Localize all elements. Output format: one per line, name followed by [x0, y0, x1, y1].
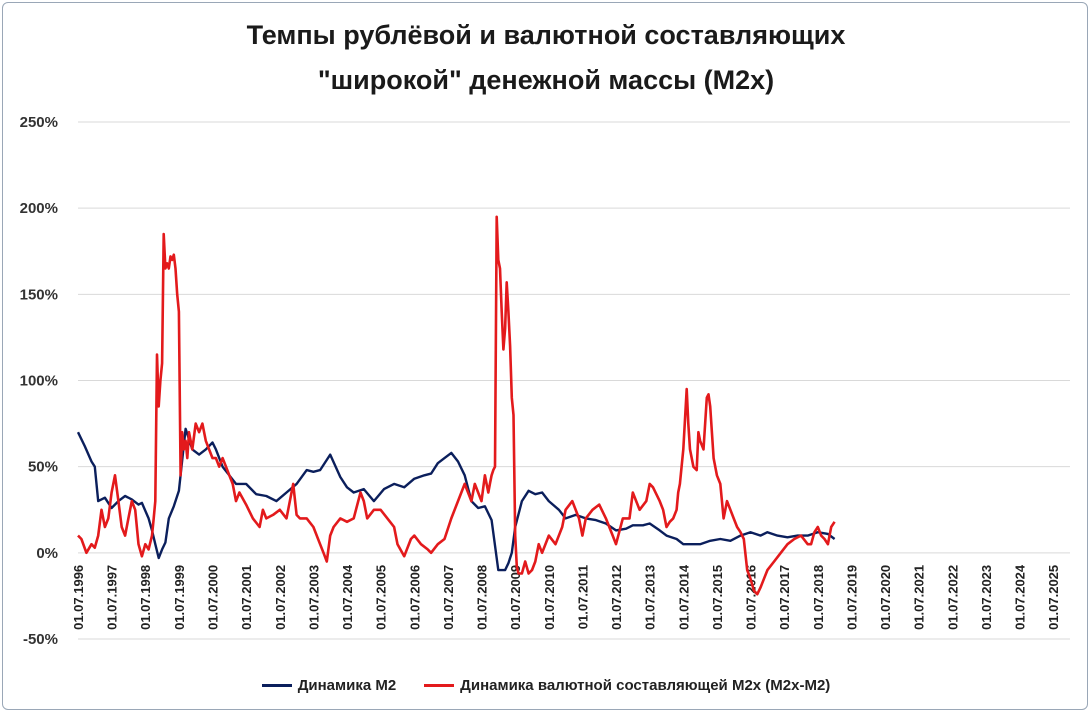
x-tick-label: 01.07.2022: [945, 565, 960, 630]
x-tick-label: 01.07.1999: [172, 565, 187, 630]
y-tick-label: -50%: [23, 631, 58, 648]
legend-swatch-m2: [261, 684, 292, 687]
x-tick-label: 01.07.2019: [844, 565, 859, 630]
x-tick-label: 01.07.2000: [206, 565, 221, 630]
x-tick-label: 01.07.2008: [475, 565, 490, 630]
x-tick-label: 01.07.2003: [306, 565, 321, 630]
chart-subtitle: "широкой" денежной массы (М2х): [317, 65, 775, 95]
x-tick-label: 01.07.2014: [676, 564, 691, 630]
y-tick-label: 0%: [36, 545, 58, 562]
legend-label-m2: Динамика М2: [297, 677, 397, 694]
x-tick-label: 01.07.1996: [71, 565, 86, 630]
x-tick-label: 01.07.2025: [1046, 565, 1061, 630]
legend-swatch-fx: [424, 684, 455, 687]
x-tick-label: 01.07.2001: [239, 565, 254, 630]
x-tick-label: 01.07.2007: [441, 565, 456, 630]
x-tick-label: 01.07.2020: [878, 565, 893, 630]
y-tick-label: 100%: [20, 373, 58, 390]
x-tick-label: 01.07.2009: [508, 565, 523, 630]
legend-item-fx: Динамика валютной составляющей М2х (М2х-…: [424, 677, 830, 694]
x-tick-label: 01.07.2013: [643, 565, 658, 630]
x-tick-label: 01.07.2017: [777, 565, 792, 630]
x-tick-label: 01.07.2024: [1013, 564, 1028, 630]
x-tick-label: 01.07.2002: [273, 565, 288, 630]
y-tick-label: 250%: [20, 114, 58, 131]
y-tick-label: 200%: [20, 200, 58, 217]
y-tick-label: 50%: [28, 459, 58, 476]
y-tick-label: 150%: [20, 286, 58, 303]
x-tick-label: 01.07.2011: [575, 565, 590, 629]
series-line-fx: [77, 215, 836, 596]
x-tick-label: 01.07.2004: [340, 564, 355, 630]
legend-label-fx: Динамика валютной составляющей М2х (М2х-…: [460, 677, 831, 694]
x-tick-label: 01.07.2021: [912, 565, 927, 630]
x-tick-label: 01.07.2015: [710, 565, 725, 630]
x-tick-label: 01.07.1997: [105, 565, 120, 630]
x-tick-label: 01.07.2006: [407, 565, 422, 630]
legend-item-m2: Динамика М2: [261, 677, 397, 694]
x-tick-label: 01.07.2018: [811, 565, 826, 630]
legend: Динамика М2 Динамика валютной составляющ…: [0, 677, 1092, 694]
x-tick-label: 01.07.2012: [609, 565, 624, 630]
x-tick-label: 01.07.2016: [744, 565, 759, 630]
chart-title: Темпы рублёвой и валютной составляющих: [246, 20, 846, 50]
x-tick-label: 01.07.2005: [374, 565, 389, 630]
series-line-m2: [76, 427, 836, 572]
x-tick-label: 01.07.2010: [542, 565, 557, 630]
x-tick-label: 01.07.2023: [979, 565, 994, 630]
x-tick-label: 01.07.1998: [138, 565, 153, 630]
